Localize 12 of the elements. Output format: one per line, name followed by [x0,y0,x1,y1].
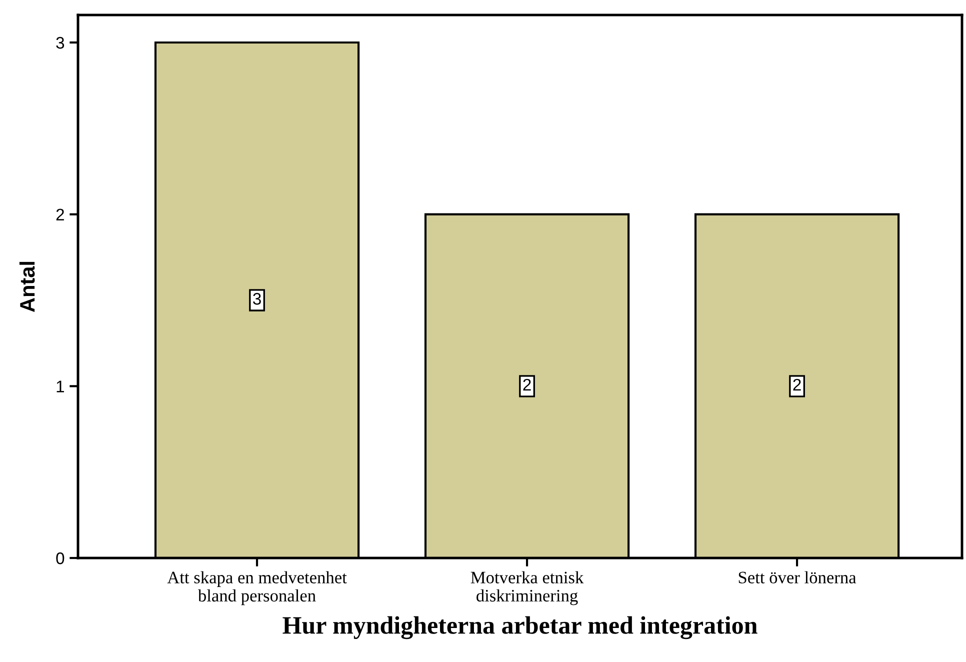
y-axis-title: Antal [19,262,35,312]
data-label: 2 [793,378,801,390]
y-tick-label: 3 [56,36,64,49]
y-tick-label: 1 [56,380,64,392]
x-tick-label: Sett över lönerna [738,571,856,584]
x-tick-label: Motverka etnisk diskriminering [470,571,584,606]
x-tick-label: Att skapa en medvetenhet bland personalen [167,571,347,606]
y-tick-label: 0 [56,552,64,564]
x-axis-title: Hur myndigheterna arbetar med integration [282,616,758,640]
data-label: 2 [523,378,531,390]
data-label: 3 [253,292,261,305]
y-tick-label: 2 [56,208,64,220]
